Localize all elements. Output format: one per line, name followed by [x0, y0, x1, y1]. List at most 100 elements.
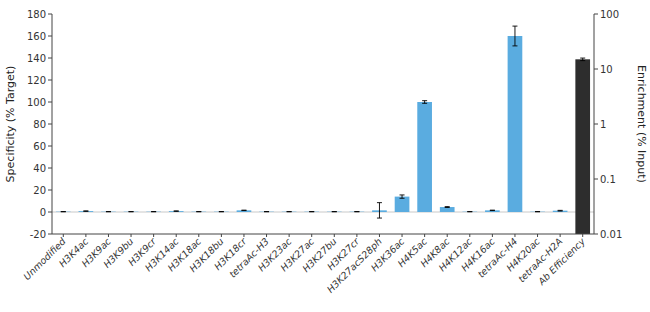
error-bar: [332, 211, 337, 212]
bar: [485, 210, 500, 212]
error-bar: [422, 101, 427, 104]
y2-tick: [594, 234, 598, 235]
x-tick: [424, 234, 425, 237]
error-bar: [151, 211, 156, 212]
x-tick: [334, 234, 335, 237]
y-tick-label: 100: [27, 97, 46, 108]
y-tick-label: -20: [30, 229, 46, 240]
bar: [259, 211, 274, 212]
x-tick: [243, 234, 244, 237]
error-bar: [558, 210, 563, 212]
x-tick: [582, 234, 583, 237]
x-tick: [492, 234, 493, 237]
bar: [553, 211, 568, 212]
error-bar: [467, 211, 472, 212]
bar: [350, 211, 365, 212]
bar: [169, 211, 184, 213]
error-bar: [580, 58, 585, 61]
bar: [146, 211, 161, 212]
error-bar: [264, 211, 269, 212]
y-tick: [48, 36, 52, 37]
x-tick: [153, 234, 154, 237]
y-tick-label: 60: [33, 141, 46, 152]
x-tick: [560, 234, 561, 237]
y2-tick-label: 0.1: [600, 174, 616, 185]
x-tick: [131, 234, 132, 237]
y-tick-label: 80: [33, 119, 46, 130]
y2-tick-label: 100: [600, 9, 619, 20]
x-axis-line: [52, 234, 594, 235]
x-tick-label: Ab Efficiency: [535, 235, 587, 287]
bar: [395, 197, 410, 212]
y2-tick: [594, 69, 598, 70]
y-tick-label: 40: [33, 163, 46, 174]
error-bar: [129, 211, 134, 212]
x-tick: [537, 234, 538, 237]
y-tick: [48, 168, 52, 169]
y-tick-label: 20: [33, 185, 46, 196]
error-bar: [106, 211, 111, 212]
bar: [214, 211, 229, 212]
y2-tick: [594, 179, 598, 180]
y-axis-label: Specificity (% Target): [4, 66, 17, 183]
bar: [304, 211, 319, 212]
bar: [191, 211, 206, 212]
bar: [101, 211, 116, 212]
bar: [56, 211, 71, 212]
error-bar: [512, 26, 517, 46]
y2-axis-label: Enrichment (% Input): [635, 65, 648, 183]
error-bar: [196, 211, 201, 212]
y-tick: [48, 124, 52, 125]
bar: [440, 207, 455, 212]
error-bar: [445, 206, 450, 208]
y-tick-label: 120: [27, 75, 46, 86]
y-tick: [48, 146, 52, 147]
chart: -200204060801001201401601800.010.1110100…: [0, 0, 650, 312]
bar: [237, 210, 252, 212]
bar: [575, 59, 590, 234]
error-bar: [309, 211, 314, 212]
x-tick: [514, 234, 515, 237]
y-tick: [48, 190, 52, 191]
y2-tick-label: 1: [600, 119, 606, 130]
bar: [508, 36, 523, 212]
x-tick: [266, 234, 267, 237]
x-tick: [176, 234, 177, 237]
x-tick: [356, 234, 357, 237]
x-tick: [289, 234, 290, 237]
x-tick: [63, 234, 64, 237]
error-bar: [400, 195, 405, 198]
x-tick: [85, 234, 86, 237]
bar: [282, 211, 297, 212]
marks: [56, 26, 590, 234]
y2-tick-label: 0.01: [600, 229, 622, 240]
x-tick: [447, 234, 448, 237]
y-tick: [48, 212, 52, 213]
error-bar: [174, 210, 179, 211]
error-bar: [241, 210, 246, 211]
y-tick: [48, 80, 52, 81]
y-tick: [48, 102, 52, 103]
x-tick: [469, 234, 470, 237]
y-tick: [48, 234, 52, 235]
y-tick: [48, 14, 52, 15]
x-tick: [402, 234, 403, 237]
error-bar: [377, 203, 382, 218]
y2-tick: [594, 124, 598, 125]
y-tick-label: 140: [27, 53, 46, 64]
x-tick: [379, 234, 380, 237]
bar: [327, 211, 342, 212]
y-tick: [48, 58, 52, 59]
error-bar: [287, 211, 292, 212]
y2-tick-label: 10: [600, 64, 613, 75]
x-tick: [311, 234, 312, 237]
bar: [462, 211, 477, 212]
bar: [530, 211, 545, 212]
error-bar: [83, 210, 88, 211]
bar: [124, 211, 139, 212]
error-bar: [490, 210, 495, 211]
error-bar: [354, 211, 359, 212]
y-tick-label: 0: [40, 207, 46, 218]
y-tick-label: 180: [27, 9, 46, 20]
x-tick: [198, 234, 199, 237]
